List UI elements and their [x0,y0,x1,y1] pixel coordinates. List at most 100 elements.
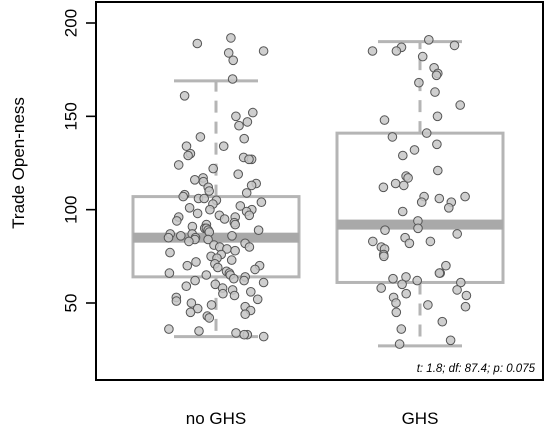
data-point-1-50 [456,277,466,288]
data-point-0-14 [218,141,229,151]
data-point-0-52 [230,219,240,230]
data-point-0-10 [234,120,244,131]
data-point-0-96 [181,281,192,292]
data-point-0-11 [195,132,206,142]
data-point-1-27 [434,193,445,204]
data-point-1-61 [437,316,448,327]
data-point-1-5 [417,51,428,62]
data-point-1-60 [391,307,402,318]
data-point-0-13 [181,141,192,151]
data-point-0-83 [213,262,223,273]
data-point-1-48 [388,273,398,284]
data-point-0-63 [163,232,174,243]
data-point-0-118 [239,329,249,340]
data-point-1-57 [391,298,401,308]
data-point-0-95 [210,279,221,290]
data-point-1-14 [421,128,432,138]
data-point-1-28 [416,197,427,207]
data-point-1-51 [397,279,407,290]
data-point-0-29 [204,186,214,196]
data-point-0-91 [229,273,239,284]
data-point-1-8 [431,70,442,81]
data-point-1-31 [397,206,408,217]
data-point-0-19 [244,154,254,165]
data-point-0-22 [233,169,243,179]
data-point-0-106 [206,300,217,310]
box-group-1 [335,35,505,349]
data-point-0-3 [258,46,269,56]
data-point-1-54 [401,288,412,299]
data-point-0-93 [239,275,249,286]
data-point-1-13 [379,115,390,125]
data-point-0-36 [256,197,267,207]
y-tick-label-3: 200 [62,9,81,37]
data-point-0-57 [253,225,264,235]
data-point-0-43 [192,208,203,219]
data-point-1-11 [455,100,466,110]
data-point-0-111 [240,309,250,320]
data-point-0-0 [226,33,236,43]
data-point-0-1 [192,38,203,49]
data-point-1-18 [398,150,408,161]
data-point-1-46 [434,268,445,278]
data-point-1-37 [368,236,378,247]
data-point-1-0 [424,35,434,45]
data-point-0-12 [239,133,249,144]
data-point-1-1 [449,40,460,51]
data-point-1-16 [432,139,442,150]
data-point-0-30 [241,188,252,198]
data-point-1-63 [445,335,456,346]
data-point-0-73 [230,245,240,256]
data-point-1-9 [414,77,424,88]
data-point-1-47 [401,272,411,282]
data-point-0-39 [184,203,195,213]
data-point-0-20 [173,160,184,170]
data-point-1-30 [444,203,454,213]
data-point-1-58 [423,300,433,310]
data-point-1-52 [376,283,387,293]
data-point-0-86 [164,268,175,278]
data-point-0-32 [178,191,188,202]
data-point-0-7 [248,107,258,118]
data-point-0-27 [246,180,257,191]
y-tick-label-0: 50 [62,294,81,313]
x-tick-label-1: GHS [402,409,439,428]
data-point-1-49 [412,275,423,286]
data-point-0-21 [208,163,218,174]
y-axis-ticks: 50 100 150 200 [62,9,96,313]
data-point-0-6 [179,91,190,101]
data-point-1-21 [403,173,413,183]
data-point-1-59 [460,301,471,312]
data-point-0-5 [227,74,238,84]
data-point-0-115 [194,326,204,336]
data-point-0-79 [191,257,201,267]
data-point-0-38 [235,201,246,211]
data-point-0-24 [190,175,200,185]
data-point-0-45 [244,210,255,221]
data-point-1-43 [379,251,389,262]
data-point-0-94 [258,277,269,288]
plot-layer [131,33,505,349]
data-point-0-104 [171,296,182,306]
data-point-0-89 [201,270,212,280]
data-point-1-10 [430,87,440,97]
data-point-1-55 [461,290,472,301]
data-point-1-26 [460,191,470,202]
data-point-0-34 [199,193,209,204]
data-point-0-4 [228,55,238,66]
data-point-0-8 [231,111,241,122]
data-point-0-9 [242,117,253,127]
data-point-0-100 [218,288,228,299]
data-point-1-3 [367,46,378,56]
box-group-0 [131,33,301,342]
data-point-0-40 [205,204,215,215]
data-point-1-19 [433,165,443,176]
data-point-1-23 [399,180,409,191]
data-point-0-66 [203,234,213,245]
data-point-0-62 [227,231,237,241]
data-point-1-24 [378,182,389,193]
data-point-0-78 [226,255,237,265]
box-1 [335,131,505,284]
data-point-0-82 [182,260,193,271]
data-point-1-62 [396,324,407,334]
